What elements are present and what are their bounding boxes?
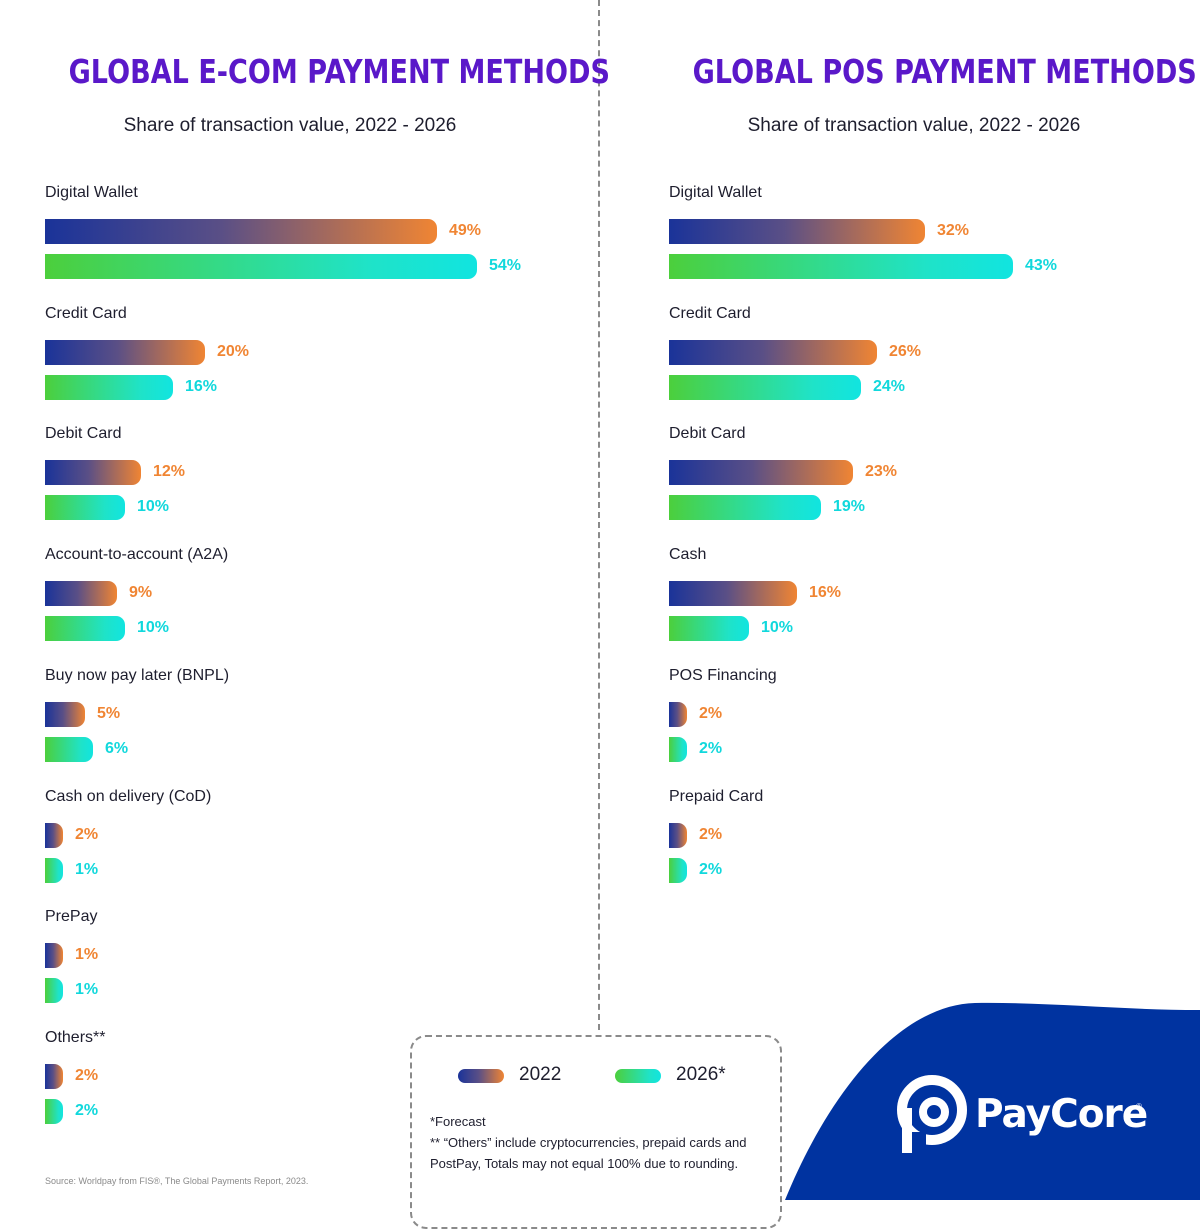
pos-bar-2022	[669, 701, 687, 727]
ecom-value-label-2022: 1%	[75, 946, 99, 964]
ecom-value-label-2022: 2%	[75, 1066, 99, 1084]
pos-value-label-2022: 2%	[699, 704, 723, 722]
others-note: ** “Others” include cryptocurrencies, pr…	[430, 1135, 747, 1171]
ecom-bar-2022	[45, 822, 63, 848]
ecom-value-label-2022: 5%	[97, 704, 121, 722]
ecom-value-label-2026: 1%	[75, 860, 99, 878]
pos-bar-2026	[669, 857, 687, 883]
ecom-value-label-2022: 49%	[449, 222, 482, 239]
pos-value-label-2026: 24%	[873, 377, 906, 395]
ecom-value-label-2022: 12%	[153, 463, 186, 481]
ecom-value-label-2026: 10%	[137, 498, 170, 516]
ecom-bar-2022	[45, 943, 63, 969]
pos-category-label: Digital Wallet	[669, 184, 762, 201]
pos-bar-2026	[669, 254, 1013, 279]
legend-label-2022: 2022	[519, 1064, 562, 1085]
pos-value-label-2026: 10%	[761, 619, 794, 637]
ecom-value-label-2022: 20%	[217, 342, 250, 360]
brand-corner-shape	[785, 1002, 1200, 1200]
ecom-value-label-2026: 54%	[489, 257, 522, 274]
ecom-category-label: Digital Wallet	[45, 184, 138, 201]
ecom-bar-2026	[45, 374, 173, 400]
legend-label-2026: 2026*	[676, 1064, 726, 1085]
ecom-value-label-2026: 2%	[75, 1101, 99, 1119]
pos-category-label: Prepaid Card	[669, 787, 764, 805]
pos-category-label: Debit Card	[669, 425, 746, 443]
brand-wave	[785, 1002, 1200, 1200]
ecom-category-label: Others**	[45, 1028, 106, 1046]
legend-swatch-2026	[615, 1069, 661, 1083]
pos-bar-2022	[669, 581, 797, 607]
paycore-registered-mark: ®	[1136, 1102, 1142, 1111]
pos-value-label-2026: 19%	[833, 498, 866, 516]
ecom-bar-2026	[45, 495, 125, 521]
forecast-note: *Forecast	[430, 1114, 486, 1129]
pos-value-label-2022: 16%	[809, 584, 842, 602]
pos-chart-title: GLOBAL POS PAYMENT METHODS	[692, 52, 1197, 91]
ecom-bar-2026	[45, 254, 477, 279]
pos-bar-2026	[669, 736, 687, 762]
pos-bar-2022	[669, 339, 877, 365]
pos-value-label-2022: 32%	[937, 222, 970, 239]
pos-category-label: Cash	[669, 546, 707, 564]
pos-value-label-2022: 2%	[699, 825, 723, 843]
ecom-category-label: PrePay	[45, 908, 98, 926]
pos-chart-subtitle: Share of transaction value, 2022 - 2026	[747, 115, 1081, 136]
ecom-bar-2026	[45, 1098, 63, 1124]
pos-category-label: POS Financing	[669, 666, 777, 684]
panel-divider	[598, 0, 600, 1030]
pos-bar-2022	[669, 822, 687, 848]
pos-bar-2026	[669, 495, 821, 521]
ecom-category-label: Credit Card	[45, 304, 127, 322]
ecom-chart-subtitle: Share of transaction value, 2022 - 2026	[123, 115, 457, 136]
pos-value-label-2026: 2%	[699, 739, 723, 757]
ecom-bar-2026	[45, 978, 63, 1004]
ecom-category-label: Account-to-account (A2A)	[45, 546, 229, 564]
ecom-value-label-2022: 2%	[75, 825, 99, 843]
ecom-bar-2022	[45, 701, 85, 727]
ecom-bar-2022	[45, 460, 141, 486]
ecom-value-label-2026: 1%	[75, 981, 99, 999]
ecom-bar-2022	[45, 581, 117, 607]
paycore-logo-icon	[897, 1075, 967, 1153]
pos-bar-2026	[669, 374, 861, 400]
legend-swatch-2022	[458, 1069, 504, 1083]
ecom-bar-2026	[45, 616, 125, 642]
ecom-category-label: Debit Card	[45, 425, 122, 443]
ecom-bar-2022	[45, 339, 205, 365]
ecom-bar-2022	[45, 219, 437, 244]
ecom-bar-2026	[45, 857, 63, 883]
ecom-bar-2026	[45, 736, 93, 762]
ecom-value-label-2022: 9%	[129, 584, 153, 602]
pos-value-label-2026: 2%	[699, 860, 723, 878]
ecom-category-label: Cash on delivery (CoD)	[45, 787, 212, 805]
pos-category-label: Credit Card	[669, 304, 751, 322]
pos-bar-2022	[669, 460, 853, 486]
ecom-value-label-2026: 10%	[137, 619, 170, 637]
ecom-bar-2022	[45, 1063, 63, 1089]
pos-bar-2026	[669, 616, 749, 642]
source-note: Source: Worldpay from FIS®, The Global P…	[45, 1176, 309, 1186]
paycore-logo-text: PayCore	[975, 1092, 1148, 1137]
ecom-value-label-2026: 6%	[105, 739, 129, 757]
ecom-value-label-2026: 16%	[185, 377, 218, 395]
pos-value-label-2022: 23%	[865, 463, 898, 481]
pos-bar-2022	[669, 219, 925, 244]
pos-value-label-2022: 26%	[889, 342, 922, 360]
ecom-category-label: Buy now pay later (BNPL)	[45, 666, 230, 684]
pos-value-label-2026: 43%	[1025, 257, 1058, 274]
